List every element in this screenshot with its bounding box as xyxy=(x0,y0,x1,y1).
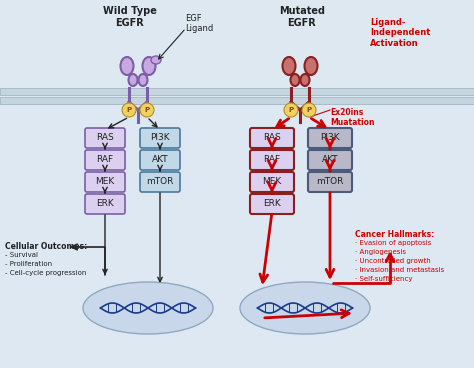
FancyBboxPatch shape xyxy=(250,150,294,170)
FancyBboxPatch shape xyxy=(308,172,352,192)
Text: PI3K: PI3K xyxy=(320,134,340,142)
Text: Cancer Hallmarks:: Cancer Hallmarks: xyxy=(355,230,434,239)
Text: Ligand-
Independent
Activation: Ligand- Independent Activation xyxy=(370,18,430,48)
Circle shape xyxy=(302,103,316,117)
Text: ERK: ERK xyxy=(96,199,114,209)
Bar xyxy=(0,102,474,368)
Text: EGF
Ligand: EGF Ligand xyxy=(185,14,213,33)
Text: ERK: ERK xyxy=(263,199,281,209)
Ellipse shape xyxy=(304,57,318,75)
FancyBboxPatch shape xyxy=(85,150,125,170)
Text: RAS: RAS xyxy=(96,134,114,142)
Text: · Uncontrolled growth: · Uncontrolled growth xyxy=(355,258,431,264)
Text: - Proliferation: - Proliferation xyxy=(5,261,52,267)
Bar xyxy=(0,88,474,95)
Circle shape xyxy=(284,103,298,117)
FancyBboxPatch shape xyxy=(85,172,125,192)
FancyBboxPatch shape xyxy=(140,128,180,148)
Text: P: P xyxy=(145,107,150,113)
FancyBboxPatch shape xyxy=(250,194,294,214)
Text: mTOR: mTOR xyxy=(316,177,344,187)
Ellipse shape xyxy=(83,282,213,334)
Text: Ex20ins
Muatation: Ex20ins Muatation xyxy=(330,108,374,127)
Text: RAS: RAS xyxy=(263,134,281,142)
Text: Wild Type
EGFR: Wild Type EGFR xyxy=(103,6,157,28)
FancyBboxPatch shape xyxy=(140,150,180,170)
Circle shape xyxy=(122,103,136,117)
Circle shape xyxy=(140,103,154,117)
Text: RAF: RAF xyxy=(264,156,281,164)
Text: Mutated
EGFR: Mutated EGFR xyxy=(279,6,325,28)
Ellipse shape xyxy=(138,74,147,86)
FancyBboxPatch shape xyxy=(250,128,294,148)
FancyBboxPatch shape xyxy=(85,128,125,148)
FancyBboxPatch shape xyxy=(308,150,352,170)
Text: P: P xyxy=(289,107,293,113)
Text: · Invasion and metastasis: · Invasion and metastasis xyxy=(355,267,444,273)
Text: · Self-sufficiency: · Self-sufficiency xyxy=(355,276,412,282)
FancyBboxPatch shape xyxy=(308,128,352,148)
FancyBboxPatch shape xyxy=(140,172,180,192)
Text: RAF: RAF xyxy=(96,156,114,164)
Text: PI3K: PI3K xyxy=(150,134,170,142)
Ellipse shape xyxy=(240,282,370,334)
Text: · Evasion of apoptosis: · Evasion of apoptosis xyxy=(355,240,431,246)
Text: P: P xyxy=(127,107,132,113)
Ellipse shape xyxy=(283,57,295,75)
Text: MEK: MEK xyxy=(263,177,282,187)
Text: mTOR: mTOR xyxy=(146,177,173,187)
Text: Cellular Outcomes:: Cellular Outcomes: xyxy=(5,242,87,251)
Text: AKT: AKT xyxy=(152,156,168,164)
FancyBboxPatch shape xyxy=(250,172,294,192)
Text: · Angiogenesis: · Angiogenesis xyxy=(355,249,406,255)
Ellipse shape xyxy=(120,57,134,75)
Text: P: P xyxy=(306,107,311,113)
Bar xyxy=(0,97,474,104)
Ellipse shape xyxy=(151,56,161,64)
Ellipse shape xyxy=(128,74,137,86)
Text: - Cell-cycle progression: - Cell-cycle progression xyxy=(5,270,86,276)
Ellipse shape xyxy=(301,74,310,86)
Ellipse shape xyxy=(291,74,300,86)
Text: - Survival: - Survival xyxy=(5,252,38,258)
Text: MEK: MEK xyxy=(95,177,115,187)
FancyBboxPatch shape xyxy=(85,194,125,214)
Text: AKT: AKT xyxy=(322,156,338,164)
Ellipse shape xyxy=(143,57,155,75)
